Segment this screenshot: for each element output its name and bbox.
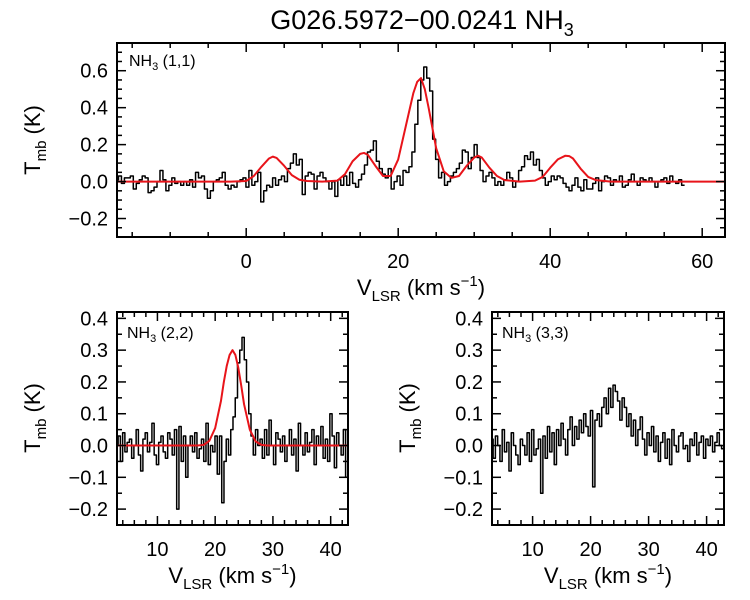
nh3-11-y-tick-label: 0.4 xyxy=(80,98,108,120)
nh3-22-plot-frame xyxy=(116,311,349,526)
nh3-22-y-tick-label: −0.1 xyxy=(69,467,108,489)
nh3-33-y-axis-label: Tmb (K) xyxy=(395,383,425,453)
nh3-22-x-tick-label: 20 xyxy=(204,539,226,561)
nh3-22-y-tick-label: 0.2 xyxy=(80,372,108,394)
nh3-33-y-tick-label: 0.0 xyxy=(455,436,483,458)
nh3-11-y-tick-label: 0.6 xyxy=(80,61,108,83)
nh3-11-x-axis-label: VLSR (km s−1) xyxy=(357,273,485,305)
nh3-11-x-tick-label: 0 xyxy=(241,251,252,273)
nh3-33-x-tick-label: 40 xyxy=(695,539,717,561)
nh3-11-y-axis-label: Tmb (K) xyxy=(20,105,50,175)
nh3-11-fit-line xyxy=(117,77,725,183)
nh3-33-y-tick-label: 0.3 xyxy=(455,340,483,362)
nh3-22-y-tick-label: −0.2 xyxy=(69,499,108,521)
panel-nh3-33: 10 20 30 40 −0.2 −0.1 0.0 0.1 0.2 0.3 0.4 NH3 (3,3)… xyxy=(395,308,725,593)
nh3-11-spectrum-line xyxy=(117,66,685,203)
nh3-33-y-tick-label: −0.1 xyxy=(444,467,483,489)
nh3-22-x-tick-label: 10 xyxy=(146,539,168,561)
panel-nh3-22: 10 20 30 40 −0.2 −0.1 0.0 0.1 0.2 0.3 0.4 NH3 (2,2)… xyxy=(20,308,349,593)
nh3-11-x-tick-label: 60 xyxy=(691,251,713,273)
nh3-22-x-tick-label: 40 xyxy=(320,539,342,561)
nh3-33-y-tick-label: −0.2 xyxy=(444,499,483,521)
panel-nh3-11: 0 20 40 60 −0.2 0.0 0.2 0.4 0.6 NH3 (1,1) VLSR (km… xyxy=(20,42,726,305)
figure-title: G026.5972−00.0241 NH3 xyxy=(270,5,574,40)
nh3-33-x-axis-label: VLSR (km s−1) xyxy=(544,561,672,593)
nh3-33-y-tick-label: 0.4 xyxy=(455,308,483,330)
nh3-22-y-tick-label: 0.4 xyxy=(80,308,108,330)
nh3-33-x-tick-label: 10 xyxy=(521,539,543,561)
nh3-22-y-tick-label: 0.0 xyxy=(80,436,108,458)
nh3-22-fit-line xyxy=(117,349,348,447)
nh3-22-y-tick-label: 0.3 xyxy=(80,340,108,362)
nh3-22-spectrum-line xyxy=(117,336,348,510)
nh3-22-y-axis-label: Tmb (K) xyxy=(20,383,50,453)
nh3-33-x-tick-label: 30 xyxy=(637,539,659,561)
nh3-33-x-tick-label: 20 xyxy=(579,539,601,561)
nh3-33-y-tick-label: 0.2 xyxy=(455,372,483,394)
nh3-11-transition-label: NH3 (1,1) xyxy=(129,53,196,73)
nh3-33-plot-frame xyxy=(491,311,725,526)
nh3-22-x-tick-label: 30 xyxy=(262,539,284,561)
nh3-11-y-tick-label: −0.2 xyxy=(69,209,108,231)
nh3-22-x-axis-label: VLSR (km s−1) xyxy=(168,561,296,593)
nh3-11-x-tick-label: 40 xyxy=(539,251,561,273)
nh3-11-x-tick-label: 20 xyxy=(387,251,409,273)
nh3-22-y-tick-label: 0.1 xyxy=(80,404,108,426)
nh3-11-plot-frame xyxy=(116,42,726,238)
nh3-33-spectrum-line xyxy=(492,384,724,494)
nh3-33-transition-label: NH3 (3,3) xyxy=(502,325,569,345)
nh3-11-y-tick-label: 0.2 xyxy=(80,135,108,157)
nh3-11-y-tick-label: 0.0 xyxy=(80,172,108,194)
nh3-22-transition-label: NH3 (2,2) xyxy=(127,325,194,345)
nh3-33-y-tick-label: 0.1 xyxy=(455,404,483,426)
